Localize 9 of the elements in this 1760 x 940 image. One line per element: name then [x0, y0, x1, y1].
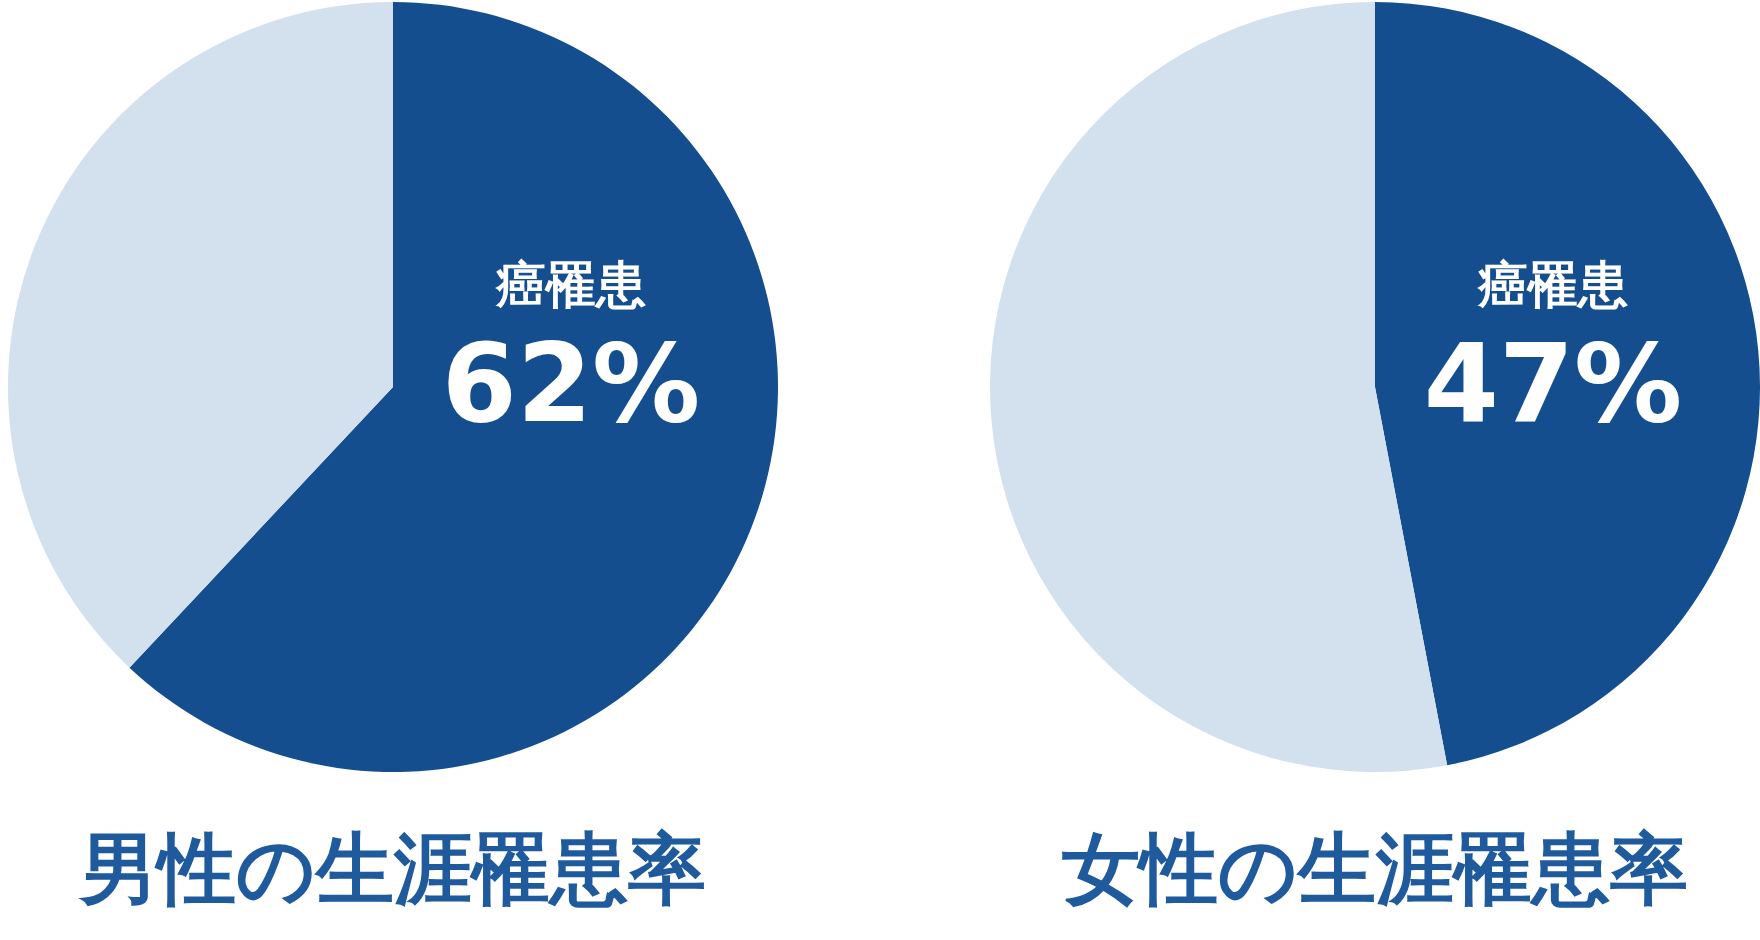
slice-label: 癌罹患 — [1477, 256, 1628, 314]
data-label: 62% — [441, 321, 701, 446]
text: 男性の生涯罹患率 — [78, 824, 706, 914]
pie-slice — [8, 2, 393, 668]
data-label: 47% — [1423, 321, 1683, 446]
pie-slice — [129, 2, 778, 772]
slice-label: 癌罹患 — [495, 256, 646, 314]
pie-slice — [1375, 2, 1760, 766]
text: 女性の生涯罹患率 — [1062, 824, 1688, 914]
